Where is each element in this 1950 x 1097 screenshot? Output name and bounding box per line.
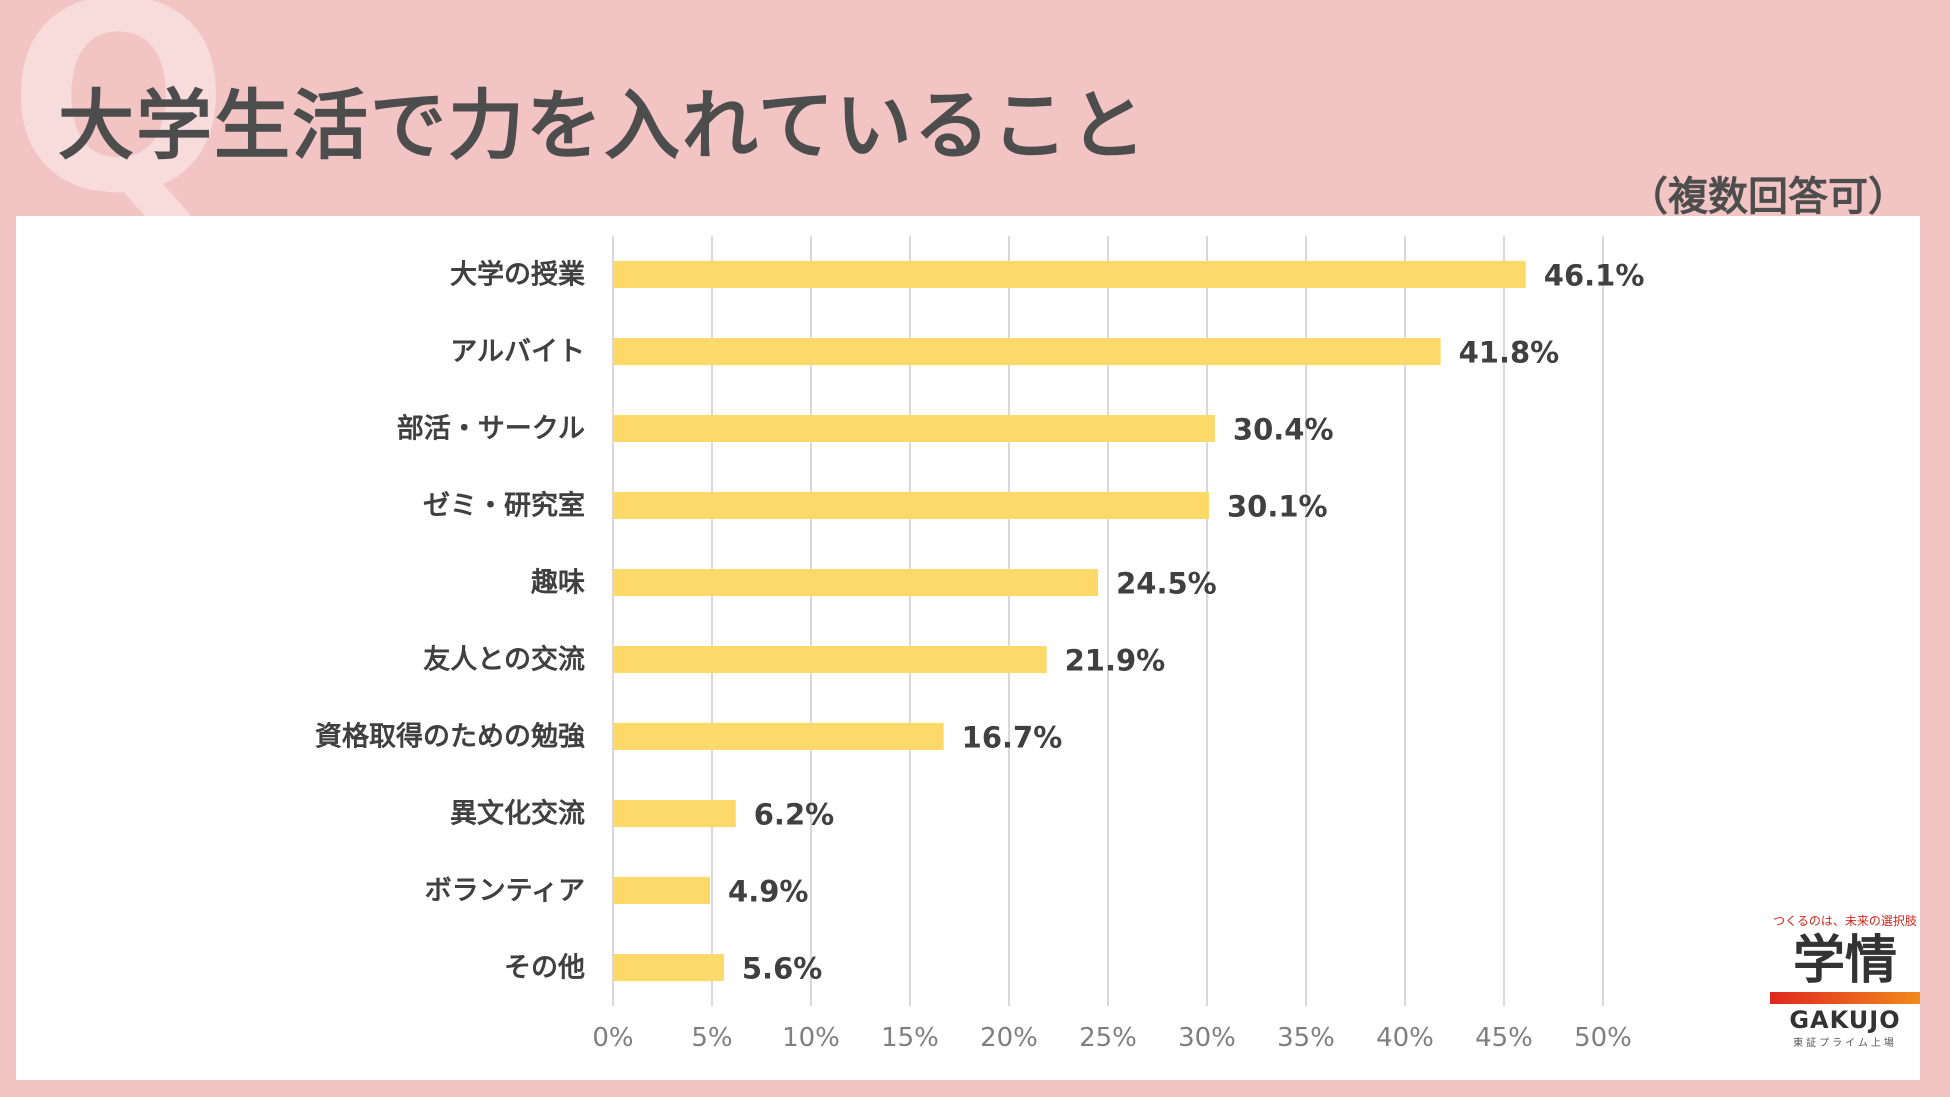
logo-sub: 東証プライム上場 [1793, 1038, 1897, 1050]
gakujo-logo: つくるのは、未来の選択肢 学情 GAKUJO 東証プライム上場 [1760, 912, 1930, 1049]
x-tick-label: 35% [1277, 1023, 1335, 1053]
value-label: 41.8% [1459, 336, 1560, 370]
bar [613, 646, 1047, 673]
page-subtitle: （複数回答可） [1628, 174, 1908, 220]
value-label: 30.1% [1227, 490, 1328, 524]
category-label: 友人との交流 [423, 644, 585, 676]
x-tick-label: 15% [881, 1023, 939, 1053]
x-tick-label: 40% [1376, 1023, 1434, 1053]
bar [613, 954, 724, 981]
bar-chart: 0% 5% 10% 15% 20% 25% 30% 35% 40% 45% 50% 大学の授業 46.1… [315, 236, 1645, 1053]
value-label: 16.7% [962, 721, 1063, 755]
page-title: 大学生活で力を入れていること [58, 81, 1148, 170]
value-label: 5.6% [742, 952, 822, 986]
x-tick-label: 10% [782, 1023, 840, 1053]
category-label: 趣味 [530, 568, 585, 599]
value-label: 46.1% [1544, 259, 1645, 293]
bar [613, 723, 944, 750]
logo-name: GAKUJO [1789, 1006, 1901, 1035]
bar [613, 261, 1526, 288]
value-label: 6.2% [754, 798, 834, 832]
bar [613, 877, 711, 904]
category-label: ゼミ・研究室 [423, 490, 585, 522]
x-tick-label: 20% [980, 1023, 1038, 1053]
x-tick-label: 30% [1178, 1023, 1236, 1053]
logo-tagline: つくるのは、未来の選択肢 [1773, 914, 1917, 928]
x-tick-label: 0% [592, 1023, 633, 1053]
bar [613, 800, 736, 827]
chart-panel: 0% 5% 10% 15% 20% 25% 30% 35% 40% 45% 50% 大学の授業 46.1… [16, 216, 1920, 1080]
bar [613, 338, 1441, 365]
category-label: ボランティア [425, 876, 585, 907]
x-tick-label: 25% [1079, 1023, 1137, 1053]
category-label: 異文化交流 [450, 798, 585, 830]
category-label: 大学の授業 [450, 259, 585, 291]
x-tick-label: 50% [1574, 1023, 1632, 1053]
category-label: アルバイト [450, 337, 585, 368]
bar [613, 569, 1099, 596]
category-label: 資格取得のための勉強 [315, 722, 585, 753]
bar [613, 415, 1215, 442]
value-label: 21.9% [1065, 644, 1166, 678]
category-label: その他 [504, 953, 585, 984]
logo-bar [1770, 992, 1920, 1005]
category-label: 部活・サークル [397, 413, 585, 445]
value-label: 30.4% [1233, 413, 1334, 447]
value-label: 4.9% [728, 875, 808, 909]
x-tick-label: 5% [691, 1023, 732, 1053]
value-label: 24.5% [1116, 567, 1217, 601]
x-tick-label: 45% [1475, 1023, 1533, 1053]
bar [613, 492, 1209, 519]
logo-kanji: 学情 [1792, 931, 1897, 991]
q-watermark: Q [8, 0, 230, 251]
